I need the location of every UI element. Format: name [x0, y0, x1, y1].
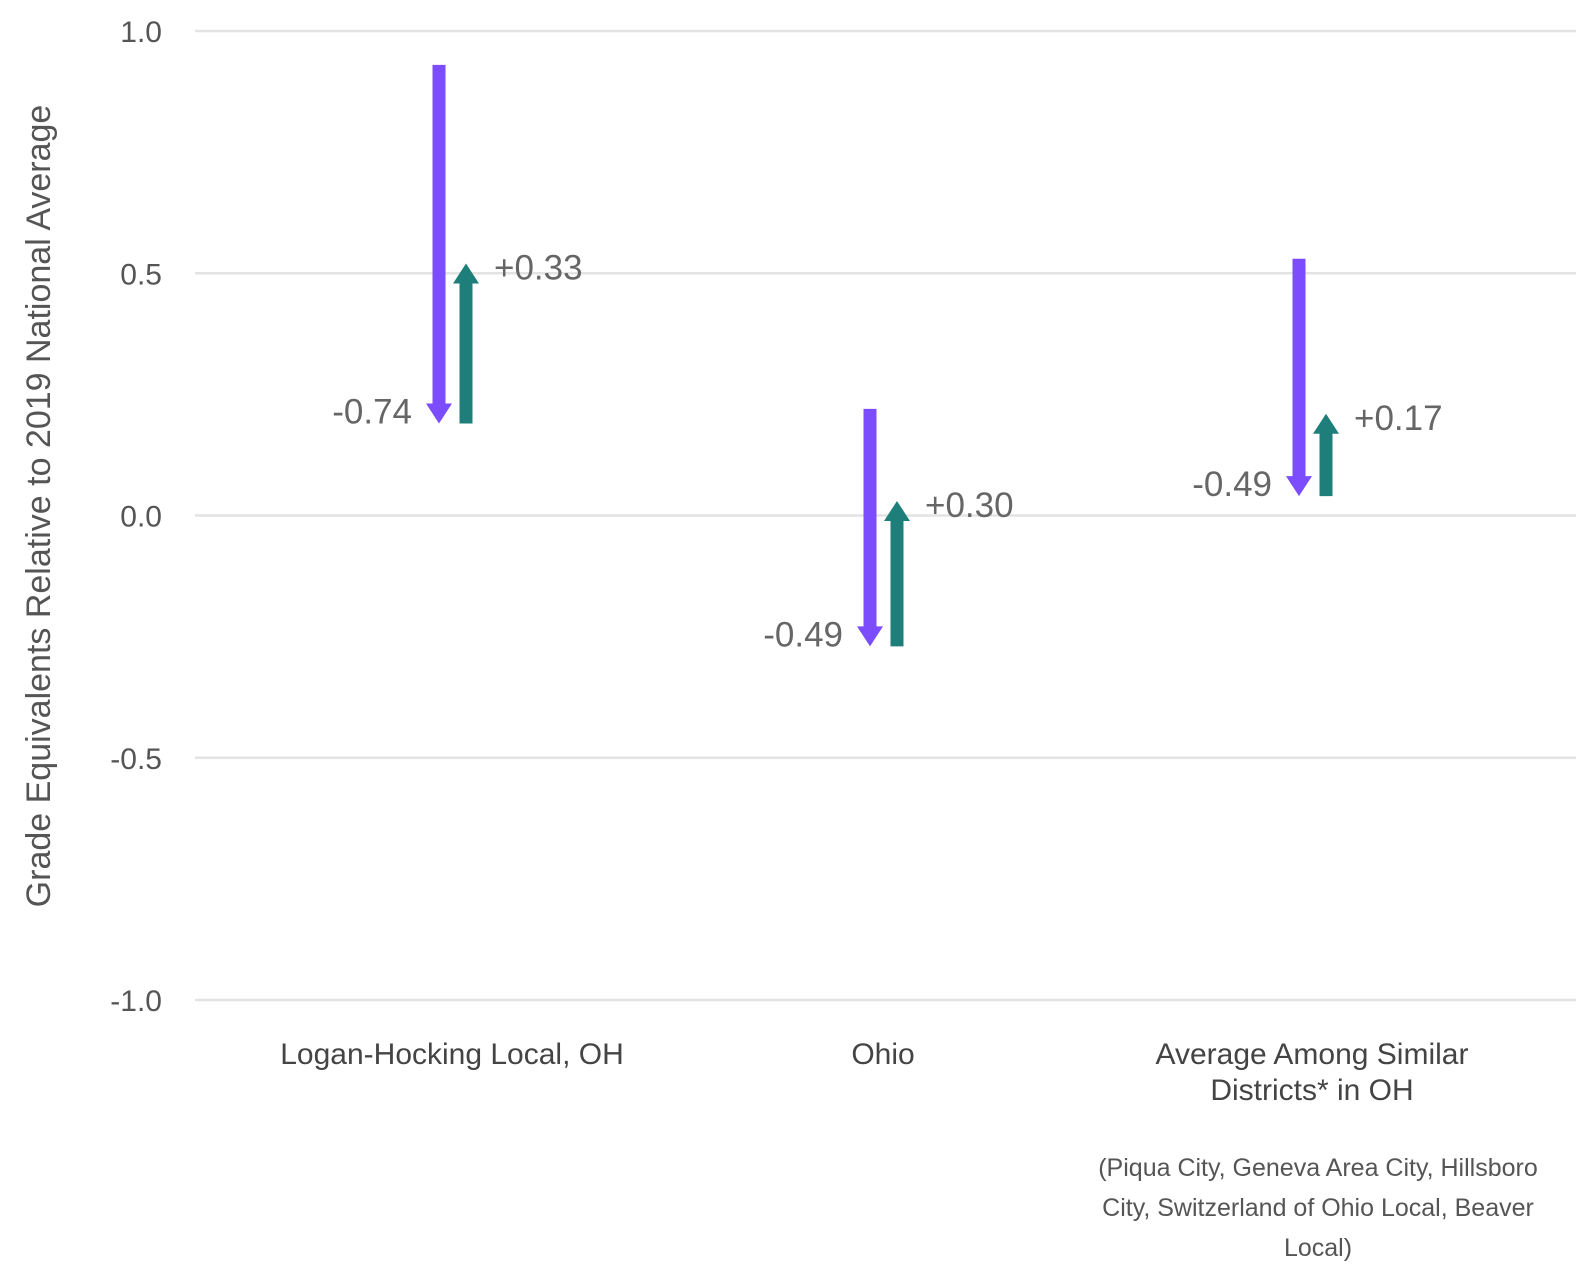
category-label: Ohio — [851, 1038, 914, 1071]
decline-value-label: -0.74 — [332, 392, 412, 431]
category-label: Districts* in OH — [1210, 1074, 1413, 1107]
y-tick-label: 0.0 — [120, 501, 162, 534]
gridlines — [195, 29, 1576, 1002]
y-tick-label: 1.0 — [120, 16, 162, 49]
y-axis-ticks: 1.0 0.5 0.0 -0.5 -1.0 — [110, 16, 162, 1018]
y-tick-label: 0.5 — [120, 258, 162, 291]
decline-value-label: -0.49 — [763, 615, 843, 654]
category-note: (Piqua City, Geneva Area City, Hillsboro — [1098, 1154, 1538, 1182]
recovery-arrow — [1313, 413, 1339, 497]
x-axis-categories: Logan-Hocking Local, OH Ohio Average Among… — [280, 1038, 1538, 1262]
decline-arrow — [1286, 258, 1312, 497]
value-labels: -0.74 +0.33 -0.49 +0.30 -0.49 +0.17 — [332, 249, 1442, 655]
category-label: Logan-Hocking Local, OH — [280, 1038, 624, 1071]
recovery-arrow — [884, 500, 910, 647]
decline-arrow — [857, 408, 883, 647]
y-axis-title: Grade Equivalents Relative to 2019 Natio… — [20, 105, 58, 908]
recovery-value-label: +0.17 — [1354, 399, 1443, 438]
y-tick-label: -0.5 — [110, 743, 162, 776]
decline-value-label: -0.49 — [1192, 465, 1272, 504]
category-label: Average Among Similar — [1156, 1038, 1469, 1071]
recovery-value-label: +0.33 — [494, 249, 583, 288]
y-tick-label: -1.0 — [110, 985, 162, 1018]
category-note: City, Switzerland of Ohio Local, Beaver — [1102, 1194, 1534, 1222]
recovery-value-label: +0.30 — [925, 486, 1014, 525]
category-note: Local) — [1284, 1234, 1352, 1262]
recovery-arrow — [453, 263, 479, 424]
decline-arrow — [426, 64, 452, 424]
arrow-marks — [426, 64, 1339, 647]
